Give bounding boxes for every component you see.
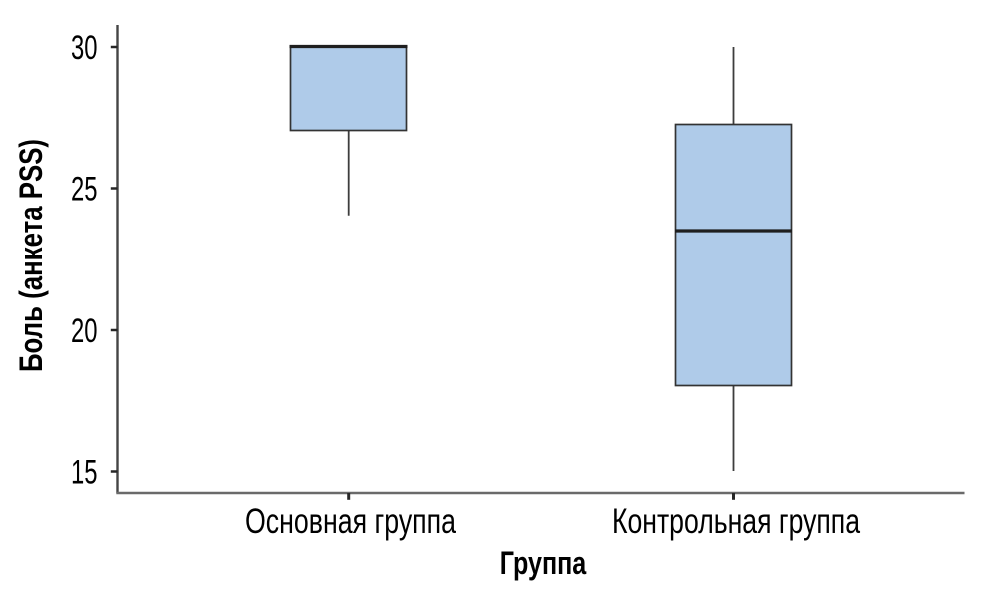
svg-text:Контрольная группа: Контрольная группа bbox=[612, 502, 860, 541]
svg-text:30: 30 bbox=[71, 29, 98, 67]
svg-text:15: 15 bbox=[71, 454, 98, 492]
svg-text:20: 20 bbox=[71, 312, 98, 350]
svg-text:Боль (анкета PSS): Боль (анкета PSS) bbox=[13, 139, 49, 372]
svg-text:Основная группа: Основная группа bbox=[245, 502, 456, 541]
svg-text:25: 25 bbox=[71, 171, 98, 209]
svg-text:Группа: Группа bbox=[500, 545, 587, 581]
